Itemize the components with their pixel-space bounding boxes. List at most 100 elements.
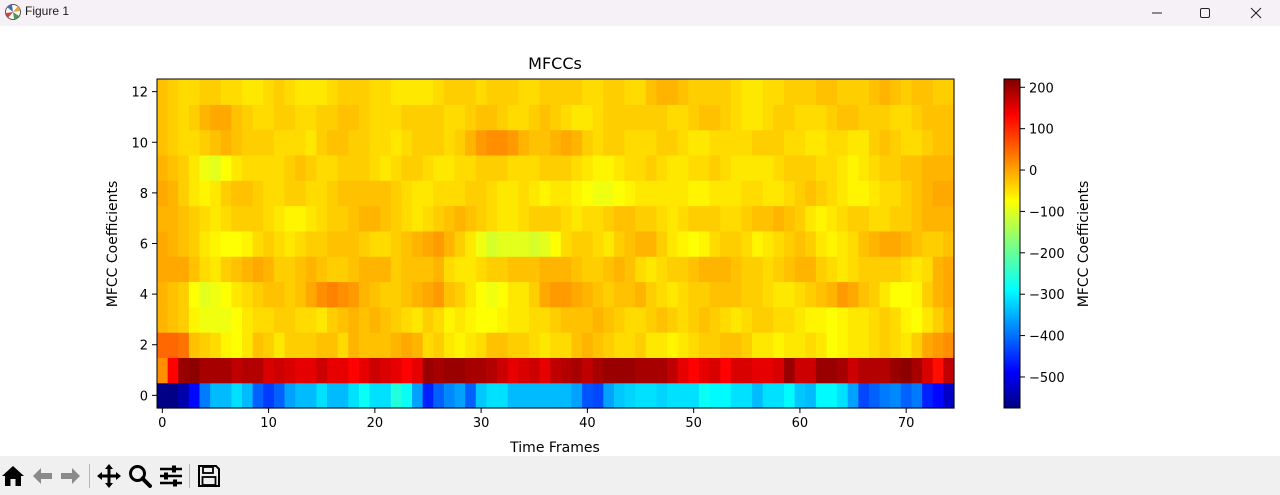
heatmap-cell bbox=[879, 382, 891, 409]
heatmap-cell bbox=[210, 180, 222, 207]
x-tick-label: 40 bbox=[579, 416, 596, 431]
heatmap-cell bbox=[422, 281, 434, 308]
heatmap-cell bbox=[210, 154, 222, 181]
heatmap-cell bbox=[316, 281, 328, 308]
figure-canvas[interactable]: 0 10 20 30 40 50 60 70 0 2 4 6 8 10 12 MFCCs Time Fra… bbox=[0, 26, 1280, 456]
home-button[interactable] bbox=[0, 463, 26, 489]
heatmap-cell bbox=[698, 332, 711, 358]
heatmap-cell bbox=[656, 306, 668, 333]
heatmap-cell bbox=[433, 332, 445, 358]
heatmap-cell bbox=[677, 180, 689, 207]
heatmap-cell bbox=[762, 256, 774, 283]
heatmap-cell bbox=[667, 281, 679, 308]
heatmap-cell bbox=[167, 104, 179, 131]
forward-button[interactable] bbox=[57, 463, 83, 489]
heatmap-cell bbox=[879, 306, 891, 333]
zoom-button[interactable] bbox=[127, 463, 153, 489]
heatmap-cell bbox=[932, 306, 944, 333]
heatmap-cell bbox=[837, 256, 849, 283]
heatmap-cell bbox=[667, 129, 679, 156]
heatmap-cell bbox=[528, 332, 541, 358]
heatmap-cell bbox=[805, 104, 817, 131]
heatmap-cell bbox=[454, 104, 466, 131]
heatmap-cell bbox=[943, 104, 955, 131]
colorbar-tick-label: 100 bbox=[1029, 123, 1054, 138]
heatmap-cell bbox=[273, 129, 286, 156]
heatmap-cell bbox=[433, 104, 445, 131]
heatmap-cell bbox=[560, 332, 573, 358]
x-tick-label: 60 bbox=[792, 416, 809, 431]
heatmap-cell bbox=[656, 281, 668, 308]
heatmap-cell bbox=[752, 79, 764, 105]
heatmap-cell bbox=[922, 357, 934, 384]
heatmap-cell bbox=[157, 205, 169, 232]
heatmap-cell bbox=[932, 382, 944, 409]
heatmap-cell bbox=[199, 129, 211, 156]
heatmap-cell bbox=[263, 256, 275, 283]
heatmap-cell bbox=[805, 382, 817, 409]
heatmap-cell bbox=[932, 230, 944, 257]
heatmap-cell bbox=[518, 332, 530, 358]
heatmap-cell bbox=[890, 382, 902, 409]
heatmap-cell bbox=[475, 230, 488, 257]
heatmap-cell bbox=[720, 382, 732, 409]
heatmap-cell bbox=[263, 79, 275, 105]
heatmap-cell bbox=[220, 205, 232, 232]
heatmap-cell bbox=[390, 306, 403, 333]
heatmap-cell bbox=[943, 154, 955, 181]
heatmap-cell bbox=[698, 104, 711, 131]
maximize-button[interactable] bbox=[1182, 0, 1228, 26]
heatmap-cell bbox=[783, 205, 796, 232]
heatmap-cell bbox=[422, 180, 434, 207]
heatmap-cell bbox=[465, 256, 477, 283]
heatmap-cell bbox=[454, 230, 466, 257]
heatmap-cell bbox=[879, 256, 891, 283]
heatmap-cell bbox=[730, 129, 743, 156]
save-button[interactable] bbox=[196, 463, 222, 489]
heatmap-cell bbox=[518, 357, 530, 384]
heatmap-cell bbox=[943, 281, 955, 308]
heatmap-cell bbox=[316, 154, 328, 181]
heatmap-cell bbox=[284, 104, 296, 131]
heatmap-cell bbox=[741, 180, 753, 207]
heatmap-cell bbox=[868, 205, 881, 232]
heatmap-cell bbox=[528, 104, 541, 131]
heatmap-cell bbox=[932, 281, 944, 308]
heatmap-cell bbox=[890, 256, 902, 283]
configure-subplots-button[interactable] bbox=[158, 463, 184, 489]
back-button[interactable] bbox=[30, 463, 56, 489]
heatmap-cell bbox=[369, 256, 381, 283]
pan-button[interactable] bbox=[96, 463, 122, 489]
heatmap-cell bbox=[263, 129, 275, 156]
heatmap-cell bbox=[688, 104, 700, 131]
heatmap-cell bbox=[273, 79, 286, 105]
heatmap-cell bbox=[242, 79, 254, 105]
heatmap-cell bbox=[252, 205, 264, 232]
heatmap-cell bbox=[794, 332, 806, 358]
heatmap-cell bbox=[900, 382, 913, 409]
heatmap-cell bbox=[805, 281, 817, 308]
heatmap-cell bbox=[348, 79, 360, 105]
heatmap-cell bbox=[645, 332, 658, 358]
heatmap-cell bbox=[412, 357, 424, 384]
minimize-button[interactable] bbox=[1134, 0, 1180, 26]
heatmap-cell bbox=[305, 306, 317, 333]
heatmap-cell bbox=[337, 256, 349, 283]
heatmap-cell bbox=[922, 79, 934, 105]
heatmap-cell bbox=[348, 104, 360, 131]
heatmap-cell bbox=[273, 382, 286, 409]
heatmap-cell bbox=[773, 357, 785, 384]
heatmap-cell bbox=[231, 129, 243, 156]
heatmap-cell bbox=[178, 79, 190, 105]
heatmap-cell bbox=[401, 332, 413, 358]
heatmap-cell bbox=[560, 357, 573, 384]
matplotlib-logo-icon bbox=[5, 4, 21, 20]
heatmap-cell bbox=[327, 205, 339, 232]
heatmap-cell bbox=[932, 357, 944, 384]
heatmap-cell bbox=[571, 357, 583, 384]
heatmap-cell bbox=[603, 281, 615, 308]
close-button[interactable] bbox=[1233, 0, 1279, 26]
heatmap-cell bbox=[932, 79, 944, 105]
heatmap-cell bbox=[295, 382, 307, 409]
heatmap-cell bbox=[624, 79, 636, 105]
